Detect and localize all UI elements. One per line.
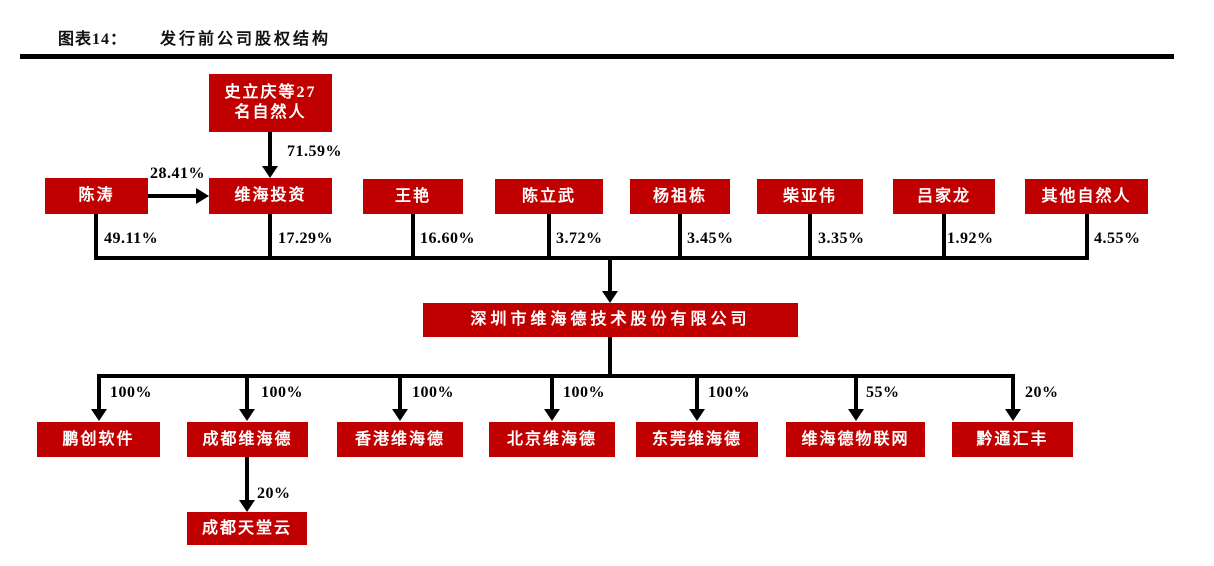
node-chen-tao-label: 陈涛 (78, 187, 115, 204)
connector-parent-to-weihai (268, 132, 272, 168)
stake-label-yang-zudong: 3.45% (687, 230, 734, 247)
arrowhead-dongguan (689, 409, 705, 421)
node-other-natural-persons-label: 其他自然人 (1041, 187, 1132, 205)
node-chen-tao: 陈涛 (45, 178, 148, 214)
arrowhead-into-company (602, 291, 618, 303)
connector-stub-chen-tao (94, 214, 98, 260)
arrowhead-tiantangyun (239, 500, 255, 512)
stake-label-tiantangyun: 20% (257, 485, 291, 502)
connector-stub-wang-yan (411, 214, 415, 260)
node-weihai-investment: 维海投资 (209, 178, 332, 214)
node-chai-yawei: 柴亚伟 (757, 179, 863, 214)
node-other-natural-persons: 其他自然人 (1025, 179, 1148, 214)
node-tiantangyun-label: 成都天堂云 (201, 519, 292, 537)
connector-drop-qiantong (1011, 376, 1015, 410)
node-chai-yawei-label: 柴亚伟 (782, 187, 837, 205)
arrowhead-chentao-to-weihai (196, 188, 209, 204)
connector-stub-yang-zudong (678, 214, 682, 260)
node-beijing-weihaide: 北京维海德 (489, 422, 615, 457)
node-iot-label: 维海德物联网 (801, 430, 910, 448)
stake-label-wang-yan: 16.60% (420, 230, 475, 247)
node-hongkong-label: 香港维海德 (354, 430, 445, 448)
connector-drop-dongguan (695, 376, 699, 410)
connector-drop-hongkong (398, 376, 402, 410)
connector-chentao-to-weihai (148, 194, 196, 198)
connector-stub-weihai-investment (268, 214, 272, 260)
connector-drop-chengdu (245, 376, 249, 410)
node-shi-liqing-group: 史立庆等27 名自然人 (209, 74, 332, 132)
stake-label-chen-tao: 49.11% (104, 230, 159, 247)
header-rule (20, 54, 1174, 59)
node-yang-zudong-label: 杨祖栋 (652, 187, 707, 205)
figure-title: 发行前公司股权结构 (160, 31, 332, 48)
arrowhead-hongkong (392, 409, 408, 421)
node-company-label: 深圳市维海德技术股份有限公司 (470, 311, 751, 328)
node-wang-yan-label: 王艳 (394, 187, 431, 205)
connector-drop-beijing (550, 376, 554, 410)
stake-label-hongkong: 100% (412, 384, 454, 401)
connector-drop-pengchuang (97, 376, 101, 410)
node-dongguan-label: 东莞维海德 (651, 430, 742, 448)
node-chen-liwu: 陈立武 (495, 179, 603, 214)
node-chengdu-label: 成都维海德 (202, 430, 293, 448)
node-pengchuang-label: 鹏创软件 (62, 430, 135, 448)
connector-chengdu-to-tiantangyun (245, 457, 249, 501)
node-weihai-investment-label: 维海投资 (234, 187, 307, 204)
stake-label-iot: 55% (866, 384, 900, 401)
stake-label-weihai-investment: 17.29% (278, 230, 333, 247)
node-wang-yan: 王艳 (363, 179, 463, 214)
node-chengdu-weihaide: 成都维海德 (187, 422, 308, 457)
node-qiantong-huifeng: 黔通汇丰 (952, 422, 1073, 457)
node-shi-liqing-group-line1: 史立庆等27 (224, 84, 317, 101)
node-lv-jialong-label: 吕家龙 (916, 187, 971, 205)
arrowhead-iot (848, 409, 864, 421)
node-dongguan-weihaide: 东莞维海德 (636, 422, 758, 457)
connector-bus-subsidiaries (97, 374, 1015, 378)
node-pengchuang-software: 鹏创软件 (37, 422, 160, 457)
connector-stub-other-persons (1085, 214, 1089, 260)
connector-stub-chen-liwu (547, 214, 551, 260)
stake-label-chai-yawei: 3.35% (818, 230, 865, 247)
stake-label-chengdu: 100% (261, 384, 303, 401)
arrowhead-parent-to-weihai (262, 166, 278, 178)
stake-label-qiantong: 20% (1025, 384, 1059, 401)
node-company: 深圳市维海德技术股份有限公司 (423, 303, 798, 337)
connector-bus-to-company (608, 258, 612, 292)
node-qiantong-label: 黔通汇丰 (976, 430, 1049, 448)
stake-label-chen-liwu: 3.72% (556, 230, 603, 247)
connector-company-to-bus (608, 337, 612, 376)
arrowhead-beijing (544, 409, 560, 421)
connector-bus-shareholders (94, 256, 1089, 260)
connector-stub-chai-yawei (808, 214, 812, 260)
stake-label-other-persons: 4.55% (1094, 230, 1141, 247)
arrowhead-pengchuang (91, 409, 107, 421)
node-shi-liqing-group-line2: 名自然人 (234, 104, 307, 121)
node-yang-zudong: 杨祖栋 (630, 179, 730, 214)
stake-label-parent-group: 71.59% (287, 143, 342, 160)
node-chen-liwu-label: 陈立武 (521, 187, 576, 205)
connector-drop-iot (854, 376, 858, 410)
stake-label-dongguan: 100% (708, 384, 750, 401)
stake-label-beijing: 100% (563, 384, 605, 401)
node-weihaide-iot: 维海德物联网 (786, 422, 925, 457)
node-lv-jialong: 吕家龙 (893, 179, 995, 214)
stake-label-pengchuang: 100% (110, 384, 152, 401)
connector-stub-lv-jialong (942, 214, 946, 260)
arrowhead-qiantong (1005, 409, 1021, 421)
stake-label-cross-holding: 28.41% (150, 165, 205, 182)
node-beijing-label: 北京维海德 (506, 430, 597, 448)
stake-label-lv-jialong: 1.92% (947, 230, 994, 247)
node-hongkong-weihaide: 香港维海德 (337, 422, 463, 457)
arrowhead-chengdu (239, 409, 255, 421)
node-chengdu-tiantangyun: 成都天堂云 (187, 512, 307, 545)
figure-tag: 图表14： (58, 31, 128, 48)
